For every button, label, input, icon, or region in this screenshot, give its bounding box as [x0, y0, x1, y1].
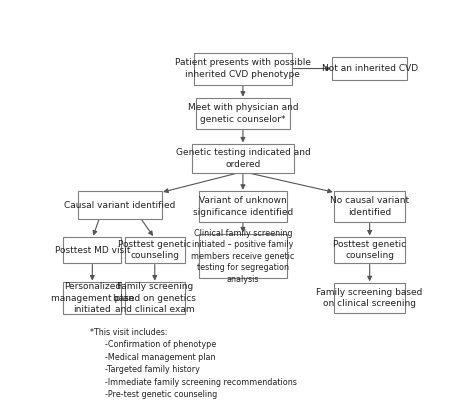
Text: Posttest genetic
counseling: Posttest genetic counseling	[333, 240, 406, 260]
FancyBboxPatch shape	[199, 234, 287, 278]
FancyBboxPatch shape	[78, 191, 162, 219]
FancyBboxPatch shape	[196, 98, 290, 129]
Text: Family screening based
on clinical screening: Family screening based on clinical scree…	[317, 288, 423, 308]
FancyBboxPatch shape	[334, 191, 405, 222]
FancyBboxPatch shape	[64, 282, 121, 314]
FancyBboxPatch shape	[332, 57, 407, 80]
Text: Clinical family screening
initiated – positive family
members receive genetic
te: Clinical family screening initiated – po…	[191, 229, 295, 284]
Text: Meet with physician and
genetic counselor*: Meet with physician and genetic counselo…	[188, 103, 298, 124]
FancyBboxPatch shape	[334, 283, 405, 314]
FancyBboxPatch shape	[125, 237, 185, 263]
Text: Family screening
based on genetics
and clinical exam: Family screening based on genetics and c…	[113, 282, 196, 314]
Text: No causal variant
identified: No causal variant identified	[330, 196, 409, 217]
Text: *This visit includes:
      -Confirmation of phenotype
      -Medical management: *This visit includes: -Confirmation of p…	[91, 328, 297, 403]
Text: Not an inherited CVD: Not an inherited CVD	[321, 64, 418, 73]
Text: Variant of unknown
significance identified: Variant of unknown significance identifi…	[193, 196, 293, 217]
Text: Patient presents with possible
inherited CVD phenotype: Patient presents with possible inherited…	[175, 58, 311, 79]
Text: Genetic testing indicated and
ordered: Genetic testing indicated and ordered	[175, 148, 310, 169]
Text: Personalized
management plan
initiated: Personalized management plan initiated	[51, 282, 134, 314]
FancyBboxPatch shape	[192, 144, 294, 173]
Text: Causal variant identified: Causal variant identified	[64, 201, 175, 210]
FancyBboxPatch shape	[125, 282, 185, 314]
FancyBboxPatch shape	[334, 237, 405, 263]
FancyBboxPatch shape	[64, 237, 121, 263]
Text: Posttest MD visit: Posttest MD visit	[55, 245, 130, 255]
FancyBboxPatch shape	[194, 52, 292, 85]
Text: Posttest genetic
counseling: Posttest genetic counseling	[118, 240, 191, 260]
FancyBboxPatch shape	[199, 191, 287, 222]
